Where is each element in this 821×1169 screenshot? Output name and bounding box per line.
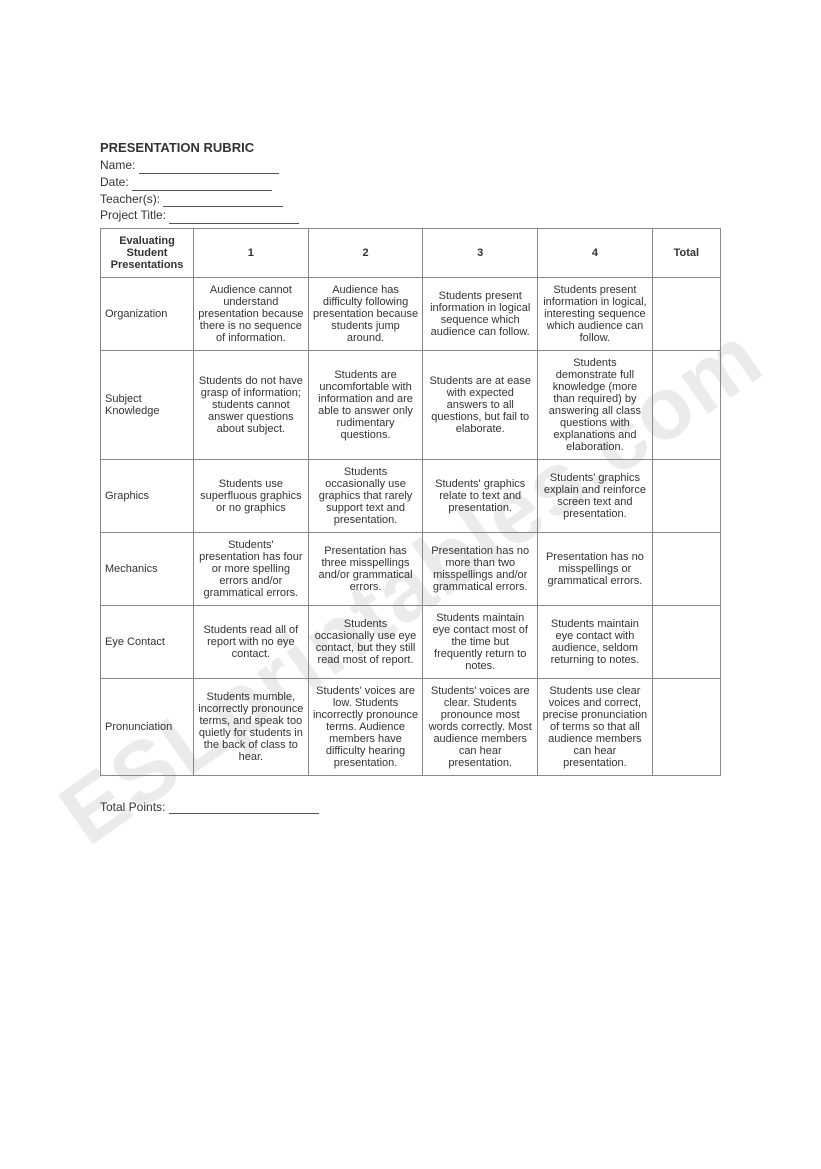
- header-level-1: 1: [194, 229, 309, 278]
- cell-desc: Presentation has no more than two misspe…: [423, 533, 538, 606]
- page-container: PRESENTATION RUBRIC Name: Date: Teacher(…: [0, 0, 821, 894]
- name-label: Name:: [100, 158, 135, 172]
- total-points-label: Total Points:: [100, 800, 165, 814]
- cell-desc: Students are at ease with expected answe…: [423, 351, 538, 460]
- cell-total: [652, 679, 720, 776]
- cell-desc: Students' graphics relate to text and pr…: [423, 460, 538, 533]
- criteria-label: Subject Knowledge: [101, 351, 194, 460]
- header-criteria: Evaluating Student Presentations: [101, 229, 194, 278]
- cell-desc: Students are uncomfortable with informat…: [308, 351, 423, 460]
- header-level-4: 4: [538, 229, 653, 278]
- header-fields: Name: Date: Teacher(s): Project Title:: [100, 157, 721, 224]
- name-field: Name:: [100, 157, 721, 174]
- criteria-label: Graphics: [101, 460, 194, 533]
- total-points-blank: [169, 813, 319, 814]
- criteria-label: Pronunciation: [101, 679, 194, 776]
- cell-desc: Students occasionally use graphics that …: [308, 460, 423, 533]
- table-row: Subject Knowledge Students do not have g…: [101, 351, 721, 460]
- cell-desc: Students maintain eye contact most of th…: [423, 606, 538, 679]
- header-level-3: 3: [423, 229, 538, 278]
- cell-total: [652, 460, 720, 533]
- cell-desc: Students demonstrate full knowledge (mor…: [538, 351, 653, 460]
- criteria-label: Eye Contact: [101, 606, 194, 679]
- cell-desc: Audience has difficulty following presen…: [308, 278, 423, 351]
- cell-total: [652, 351, 720, 460]
- table-row: Graphics Students use superfluous graphi…: [101, 460, 721, 533]
- header-level-2: 2: [308, 229, 423, 278]
- cell-desc: Students present information in logical …: [423, 278, 538, 351]
- project-blank: [169, 223, 299, 224]
- cell-total: [652, 606, 720, 679]
- criteria-label: Mechanics: [101, 533, 194, 606]
- cell-desc: Students maintain eye contact with audie…: [538, 606, 653, 679]
- date-field: Date:: [100, 174, 721, 191]
- cell-desc: Students' presentation has four or more …: [194, 533, 309, 606]
- total-points-line: Total Points:: [100, 800, 721, 814]
- cell-desc: Audience cannot understand presentation …: [194, 278, 309, 351]
- cell-desc: Students' voices are low. Students incor…: [308, 679, 423, 776]
- cell-total: [652, 278, 720, 351]
- table-row: Mechanics Students' presentation has fou…: [101, 533, 721, 606]
- table-header-row: Evaluating Student Presentations 1 2 3 4…: [101, 229, 721, 278]
- project-label: Project Title:: [100, 208, 166, 222]
- teacher-field: Teacher(s):: [100, 191, 721, 208]
- document-title: PRESENTATION RUBRIC: [100, 140, 721, 155]
- cell-desc: Presentation has three misspellings and/…: [308, 533, 423, 606]
- cell-desc: Students use superfluous graphics or no …: [194, 460, 309, 533]
- cell-desc: Students present information in logical,…: [538, 278, 653, 351]
- header-total: Total: [652, 229, 720, 278]
- cell-desc: Students mumble, incorrectly pronounce t…: [194, 679, 309, 776]
- cell-total: [652, 533, 720, 606]
- table-row: Organization Audience cannot understand …: [101, 278, 721, 351]
- cell-desc: Presentation has no misspellings or gram…: [538, 533, 653, 606]
- teacher-label: Teacher(s):: [100, 192, 160, 206]
- date-label: Date:: [100, 175, 129, 189]
- cell-desc: Students occasionally use eye contact, b…: [308, 606, 423, 679]
- table-row: Pronunciation Students mumble, incorrect…: [101, 679, 721, 776]
- cell-desc: Students' graphics explain and reinforce…: [538, 460, 653, 533]
- rubric-table: Evaluating Student Presentations 1 2 3 4…: [100, 228, 721, 776]
- cell-desc: Students' voices are clear. Students pro…: [423, 679, 538, 776]
- cell-desc: Students do not have grasp of informatio…: [194, 351, 309, 460]
- table-body: Organization Audience cannot understand …: [101, 278, 721, 776]
- criteria-label: Organization: [101, 278, 194, 351]
- cell-desc: Students use clear voices and correct, p…: [538, 679, 653, 776]
- project-field: Project Title:: [100, 207, 721, 224]
- cell-desc: Students read all of report with no eye …: [194, 606, 309, 679]
- table-row: Eye Contact Students read all of report …: [101, 606, 721, 679]
